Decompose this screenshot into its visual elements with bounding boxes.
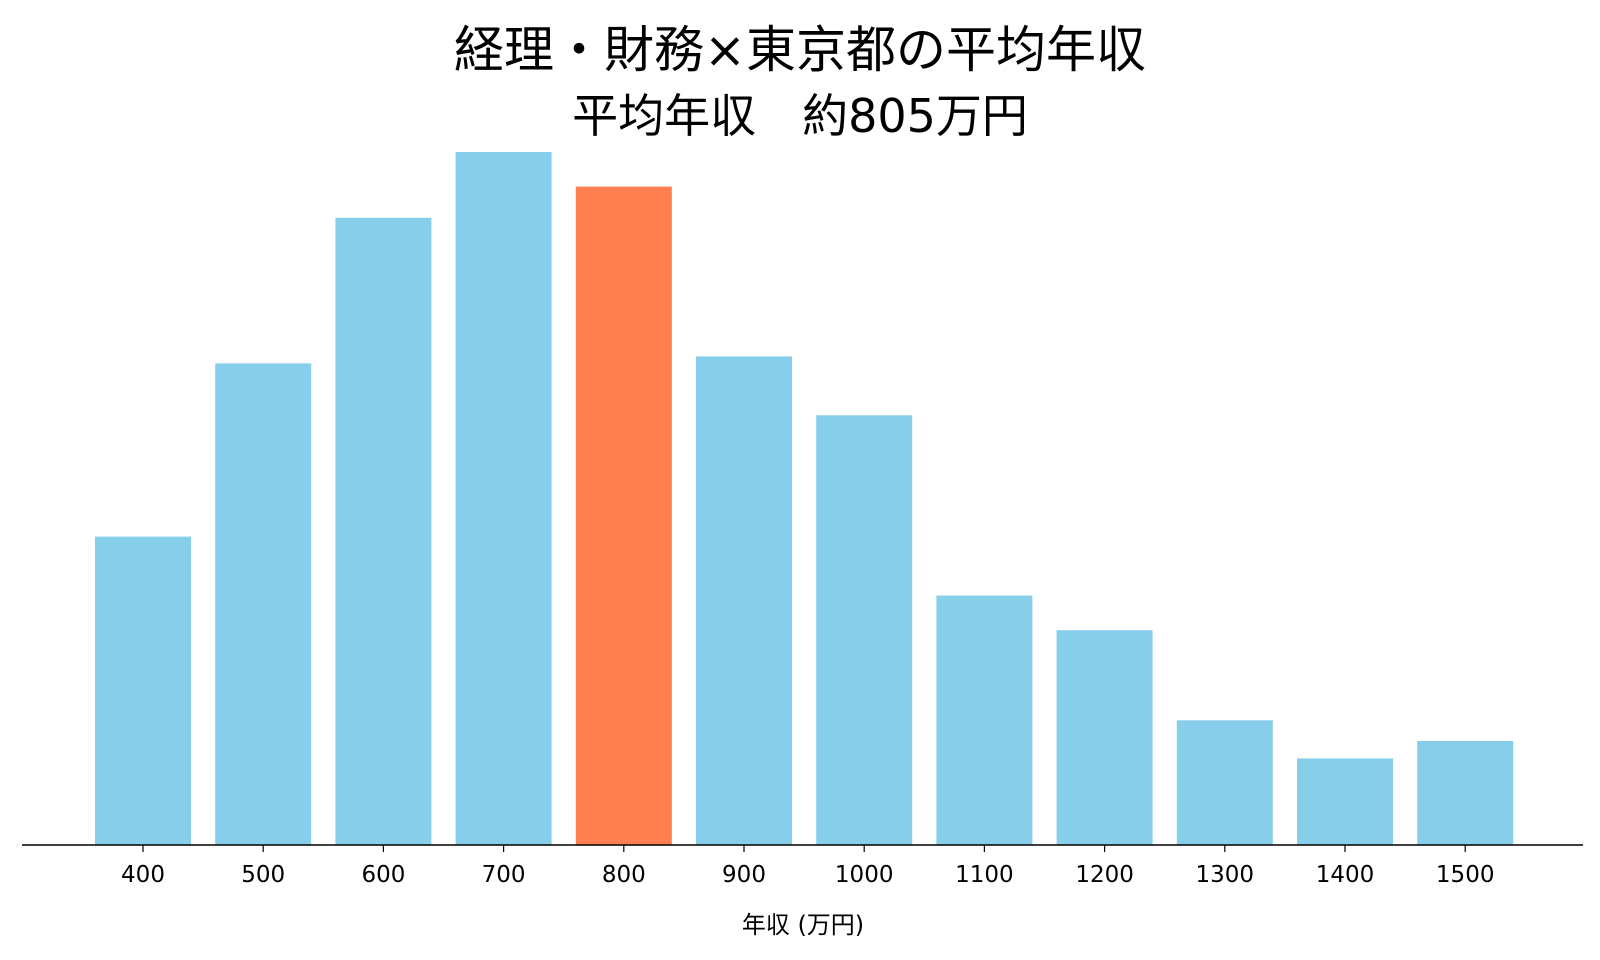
bar-400 <box>95 536 191 845</box>
bar-1300 <box>1176 720 1273 845</box>
bar-500 <box>215 363 312 845</box>
x-tick-label-900: 900 <box>722 862 766 888</box>
bar-700 <box>455 152 552 845</box>
bar-1000 <box>816 415 913 845</box>
bar-900 <box>696 356 792 845</box>
chart-subtitle: 平均年収 約805万円 <box>572 89 1028 143</box>
chart-title: 経理・財務×東京都の平均年収 <box>454 21 1146 79</box>
x-tick-label-700: 700 <box>482 862 526 888</box>
x-tick-label-1100: 1100 <box>955 862 1014 888</box>
x-tick-label-1500: 1500 <box>1436 862 1495 888</box>
x-tick-label-1400: 1400 <box>1316 862 1375 888</box>
bar-1200 <box>1056 630 1153 845</box>
x-tick-label-1300: 1300 <box>1196 862 1255 888</box>
bar-1100 <box>936 595 1033 845</box>
bar-800 <box>575 186 672 846</box>
x-tick-label-600: 600 <box>361 862 405 888</box>
x-tick-label-400: 400 <box>121 862 165 888</box>
bar-1500 <box>1417 741 1514 845</box>
bar-1400 <box>1297 758 1393 845</box>
x-tick-label-500: 500 <box>241 862 285 888</box>
x-tick-label-1200: 1200 <box>1075 862 1134 888</box>
bars-layer <box>95 152 1514 846</box>
x-ticks-layer: 400 500 600 700 800 900 1000 1100 1200 1300 1400 15… <box>121 845 1494 888</box>
x-tick-label-800: 800 <box>602 862 646 888</box>
x-tick-label-1000: 1000 <box>835 862 894 888</box>
bar-600 <box>335 217 432 846</box>
x-axis-label: 年収 (万円) <box>742 911 864 939</box>
